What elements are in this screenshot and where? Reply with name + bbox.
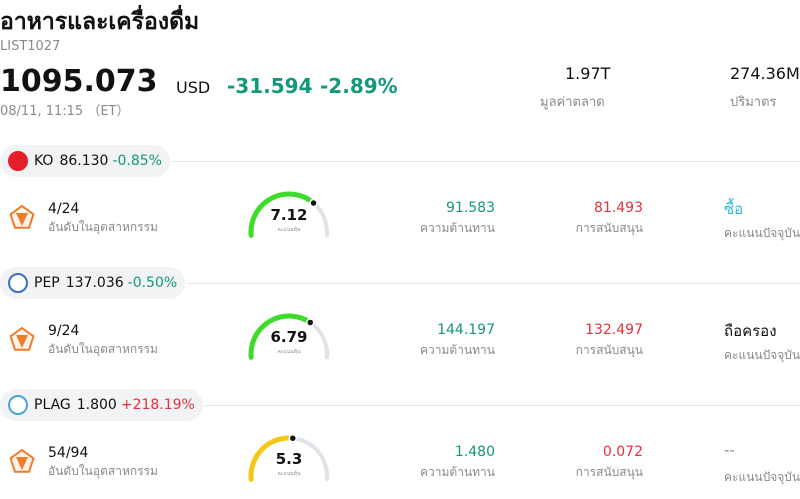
rating-label: คะแนนปัจจุบัน [724,348,800,362]
stock-logo [8,151,28,171]
stock-logo [8,395,28,415]
score-label: คะแนนหุ้น [277,227,301,233]
currency: USD [176,78,211,97]
code: LIST1027 [0,39,61,54]
stock-change: +218.19% [120,397,195,413]
rank-icon-inner [16,213,28,226]
rating-label: คะแนนปัจจุบัน [724,470,800,484]
gauge-fill [248,313,313,360]
stock-price: 137.036 [65,275,124,291]
support-label: การสนับสนุน [575,465,643,479]
gauge-dot [306,318,315,327]
ticker: PEP [34,275,60,291]
resistance-label: ความต้านทาน [420,221,495,235]
rating-label: คะแนนปัจจุบัน [724,226,800,240]
gauge-fill [248,191,317,238]
rank: 9/24 [48,323,80,339]
rating: ซื้อ [724,200,744,218]
resistance-label: ความต้านทาน [420,343,495,357]
rating: -- [724,441,735,459]
volume-label: ปริมาตร [730,95,777,110]
support: 81.493 [594,200,643,216]
stock-price: 86.130 [59,153,109,169]
support-label: การสนับสนุน [575,221,643,235]
score: 7.12 [270,206,308,224]
divider [187,283,800,284]
rank-label: อันดับในอุตสาหกรรม [48,220,158,234]
gauge-fill [248,435,296,482]
change: -31.594 [227,74,313,98]
score-label: คะแนนหุ้น [277,349,301,355]
market-cap: 1.97T [565,64,611,83]
support-label: การสนับสนุน [575,343,643,357]
resistance: 91.583 [446,200,495,216]
rank-icon-inner [16,335,28,348]
rank-label: อันดับในอุตสาหกรรม [48,464,158,478]
price: 1095.073 [0,64,158,99]
rank-label: อันดับในอุตสาหกรรม [48,342,158,356]
score: 5.3 [275,450,303,468]
stock-change: -0.85% [112,153,162,169]
stock-logo [8,273,28,293]
rank: 4/24 [48,201,80,217]
rank: 54/94 [48,445,89,461]
support: 0.072 [602,444,643,460]
score-label: คะแนนหุ้น [277,471,301,477]
score: 6.79 [270,328,308,346]
gauge-dot [309,198,318,208]
ticker: PLAG [34,397,71,413]
market-cap-label: มูลค่าตลาด [540,95,605,110]
resistance: 1.480 [454,444,495,460]
timestamp: 08/11, 11:15 （ET） [0,104,130,119]
volume: 274.36M [730,64,800,83]
change-percent: -2.89% [320,74,398,98]
rank-icon-inner [16,457,28,470]
resistance: 144.197 [437,322,495,338]
rating: ถือครอง [724,322,777,340]
ticker: KO [34,153,54,169]
divider [205,405,800,406]
gauge-dot [288,433,298,443]
divider [172,161,800,162]
stock-price: 1.800 [76,397,117,413]
support: 132.497 [585,322,643,338]
title: อาหารและเครื่องดื่ม [0,9,200,35]
stock-chip[interactable]: PEP 137.036 -0.50% [0,267,186,299]
stock-chip[interactable]: PLAG 1.800 +218.19% [0,389,203,421]
resistance-label: ความต้านทาน [420,465,495,479]
stock-change: -0.50% [127,275,178,291]
stock-chip[interactable]: KO 86.130 -0.85% [0,145,170,177]
